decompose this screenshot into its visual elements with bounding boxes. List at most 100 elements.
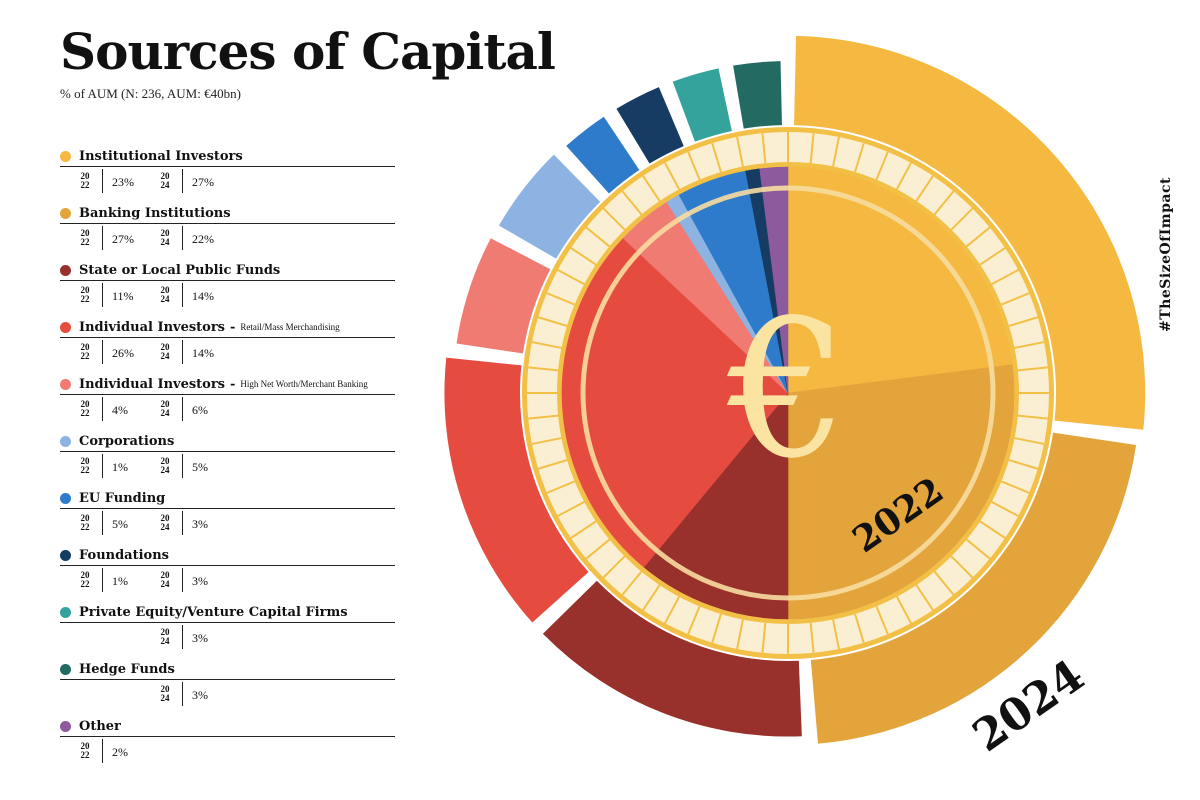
legend-value-2024: 5% xyxy=(192,460,208,474)
coin-rim-tick xyxy=(1014,341,1045,349)
coin-rim-tick xyxy=(1017,414,1048,420)
coin-rim-tick xyxy=(1001,292,1030,306)
legend-value-2022: 26% xyxy=(112,346,134,360)
legend-values: 20 22 2% xyxy=(60,737,395,767)
inner-segment-other xyxy=(759,166,789,394)
coin-rim-tick xyxy=(991,501,1019,517)
legend-swatch xyxy=(60,549,71,561)
legend-swatch xyxy=(60,720,71,732)
legend-label: Corporations xyxy=(79,433,175,449)
coin-rim-tick xyxy=(528,366,559,372)
legend-value-2022: 1% xyxy=(112,460,128,474)
coin-rim-tick xyxy=(809,133,815,164)
legend-header: Other xyxy=(60,716,395,737)
legend-values: 20 22 4% 20 24 6% xyxy=(60,395,395,425)
euro-icon: € xyxy=(727,279,849,500)
legend-header: Corporations xyxy=(60,431,395,452)
legend-divider xyxy=(102,226,103,250)
legend-swatch xyxy=(60,492,71,504)
legend-year-2022: 20 22 xyxy=(80,399,90,418)
legend-divider xyxy=(102,283,103,307)
legend-values: 20 22 1% 20 24 3% xyxy=(60,566,395,596)
legend-header: Banking Institutions xyxy=(60,203,395,224)
legend-label: Foundations xyxy=(79,547,169,563)
legend-swatch xyxy=(60,264,71,276)
legend-values: 20 24 3% xyxy=(60,623,395,653)
legend-value-2024: 14% xyxy=(192,289,214,303)
coin-rim-tick xyxy=(809,622,815,653)
outer-segment-hedge-funds xyxy=(733,61,782,129)
coin-rim-tick xyxy=(537,316,568,327)
coin-rim-tick xyxy=(537,459,568,470)
legend-year-2024: 20 24 xyxy=(160,285,170,304)
legend-label: Individual Investors xyxy=(79,376,226,392)
legend-sublabel: High Net Worth/Merchant Banking xyxy=(240,379,368,389)
coin-rim-tick xyxy=(979,247,1006,266)
inner-segment-state-or-local-public-funds xyxy=(643,392,789,620)
legend-value-2024: 3% xyxy=(192,574,208,588)
legend-divider xyxy=(102,169,103,193)
legend-values: 20 22 27% 20 24 22% xyxy=(60,224,395,254)
legend-divider xyxy=(182,625,183,649)
legend-year-2022: 20 22 xyxy=(80,456,90,475)
coin-rim-tick xyxy=(687,151,701,180)
legend-values: 20 22 23% 20 24 27% xyxy=(60,167,395,197)
legend-swatch xyxy=(60,606,71,618)
legend-divider xyxy=(102,739,103,763)
legend-swatch xyxy=(60,663,71,675)
legend-item-private-equity-venture-capital-firms: Private Equity/Venture Capital Firms 20 24… xyxy=(60,602,395,658)
coin-rim-tick xyxy=(896,162,912,190)
legend-divider xyxy=(102,568,103,592)
coin-inner-ring xyxy=(580,185,996,601)
coin-rim-tick xyxy=(664,162,680,190)
inner-segment-individual-investors-retail-mass-merchandising xyxy=(561,237,789,568)
legend-year-2024: 20 24 xyxy=(160,399,170,418)
legend-value-2024: 27% xyxy=(192,175,214,189)
legend-value-2024: 3% xyxy=(192,517,208,531)
legend-value-2022: 23% xyxy=(112,175,134,189)
coin-rim-tick xyxy=(602,207,626,231)
coin-rim-tick xyxy=(1008,459,1039,470)
coin-rim-tick xyxy=(875,606,889,635)
legend-value-2024: 3% xyxy=(192,688,208,702)
coin-rim-tick xyxy=(528,414,559,420)
coin-rim-tick xyxy=(1014,437,1045,445)
coin-rim-tick xyxy=(687,606,701,635)
legend-divider xyxy=(182,682,183,706)
coin-rim-tick xyxy=(531,437,562,445)
coin-rim-tick xyxy=(570,247,597,266)
coin-rim-tick xyxy=(915,584,934,611)
legend-header: Institutional Investors xyxy=(60,146,395,167)
outer-segment-individual-investors-retail-mass-merchandising xyxy=(444,357,589,623)
legend-divider xyxy=(102,340,103,364)
legend-year-2024: 20 24 xyxy=(160,627,170,646)
coin-rim-tick xyxy=(570,520,597,539)
coin-rim-tick xyxy=(1001,480,1030,494)
legend-value-2022: 27% xyxy=(112,232,134,246)
legend-item-other: Other 20 22 2% xyxy=(60,716,395,772)
legend-divider xyxy=(182,511,183,535)
outer-segment-state-or-local-public-funds xyxy=(542,580,802,737)
coin-rim-tick xyxy=(585,226,611,248)
legend-year-2024: 20 24 xyxy=(160,570,170,589)
coin-rim-tick xyxy=(854,142,865,173)
legend-year-2022: 20 22 xyxy=(80,570,90,589)
legend-values: 20 22 5% 20 24 3% xyxy=(60,509,395,539)
coin-rim-tick xyxy=(642,584,661,611)
coin-rim-tick xyxy=(761,133,767,164)
legend-year-2024: 20 24 xyxy=(160,456,170,475)
legend-item-individual-investors-high-net-worth-merchant-banking: Individual Investors - High Net Worth/Merc… xyxy=(60,374,395,430)
legend-year-2024: 20 24 xyxy=(160,684,170,703)
legend-value-2022: 1% xyxy=(112,574,128,588)
legend-label: Other xyxy=(79,718,121,734)
legend-year-2022: 20 22 xyxy=(80,342,90,361)
legend-label: State or Local Public Funds xyxy=(79,262,281,278)
legend-item-banking-institutions: Banking Institutions 20 22 27% 20 24 22% xyxy=(60,203,395,259)
outer-segment-foundations xyxy=(616,87,684,164)
legend-item-hedge-funds: Hedge Funds 20 24 3% xyxy=(60,659,395,715)
legend-label: Institutional Investors xyxy=(79,148,243,164)
legend-sublabel: Retail/Mass Merchandising xyxy=(240,322,340,332)
legend-swatch xyxy=(60,378,71,390)
legend-divider xyxy=(182,454,183,478)
